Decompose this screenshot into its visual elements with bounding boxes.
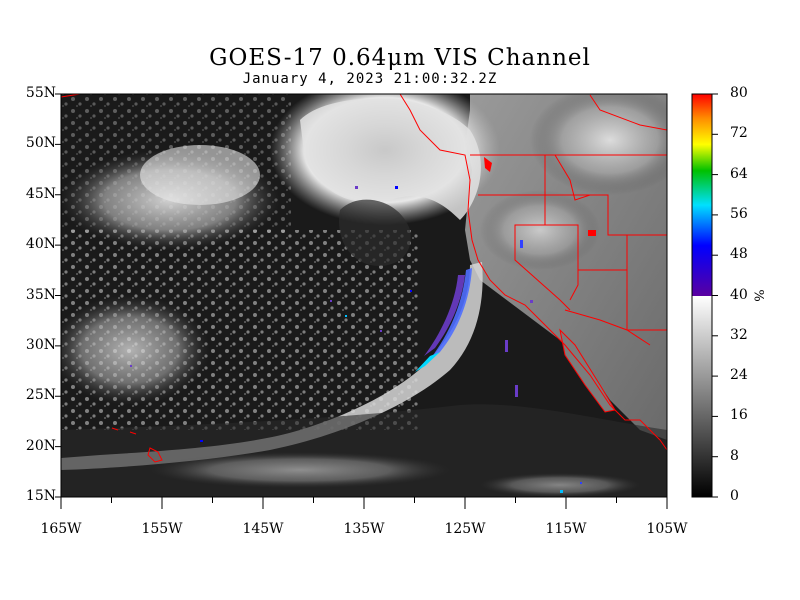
lon-tick-label: 165W [40,521,82,537]
colorbar-tick-label: 24 [730,367,748,384]
chart-title: GOES-17 0.64μm VIS Channel [209,45,591,71]
colorbar-tick-label: 8 [730,447,739,464]
lon-tick-label: 105W [646,521,688,537]
colorbar-unit: % [750,289,766,302]
puget-sound-marker [484,157,492,172]
lat-tick-label: 15N [25,488,56,504]
lat-tick-label: 50N [25,135,56,152]
great-salt-lake-marker [588,230,596,236]
chart-timestamp: January 4, 2023 21:00:32.2Z [242,71,498,87]
cold-cloud-speckles [130,186,582,493]
lat-tick-label: 20N [25,437,56,454]
colorbar-tick-label: 40 [730,286,748,303]
colorbar-tick-label: 56 [730,205,748,222]
colorbar-gray-segment [692,296,712,497]
colorbar-tick-label: 64 [730,165,748,182]
colorbar-tick-label: 16 [730,407,748,424]
lat-tick-label: 45N [25,185,56,202]
lon-tick-label: 155W [141,521,183,537]
lon-tick-label: 115W [545,521,587,537]
colorbar-tick-label: 0 [730,488,739,504]
lat-tick-label: 35N [25,286,56,303]
colorbar-tick-label: 72 [730,125,748,142]
lon-tick-label: 125W [444,521,486,537]
colorbar-tick-label: 80 [730,85,748,101]
lat-tick-label: 40N [25,236,56,253]
colorbar-color-segment [692,94,712,296]
colorbar-tick-label: 32 [730,326,748,343]
lat-tick-label: 25N [25,387,56,404]
political-borders [61,94,667,463]
lon-tick-label: 135W [343,521,385,537]
lon-tick-label: 145W [242,521,284,537]
imagery-layer [61,94,667,497]
colorbar-tick-label: 48 [730,246,748,263]
lat-tick-label: 30N [25,336,56,353]
colorbar [691,93,713,498]
lat-tick-label: 55N [25,85,56,101]
